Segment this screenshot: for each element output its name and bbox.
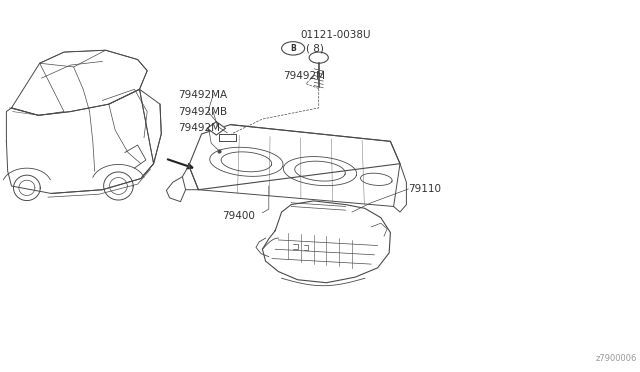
Text: 79492MA: 79492MA bbox=[178, 90, 227, 100]
Text: 79492MB: 79492MB bbox=[178, 107, 227, 116]
Polygon shape bbox=[182, 166, 198, 190]
Polygon shape bbox=[219, 134, 236, 141]
Text: ( 8): ( 8) bbox=[306, 44, 324, 53]
Polygon shape bbox=[166, 177, 186, 202]
Text: z7900006: z7900006 bbox=[595, 354, 637, 363]
Text: 79110: 79110 bbox=[408, 184, 442, 194]
Polygon shape bbox=[262, 201, 390, 283]
Circle shape bbox=[282, 42, 305, 55]
Text: 79492M: 79492M bbox=[178, 124, 220, 133]
Circle shape bbox=[309, 52, 328, 63]
Text: B: B bbox=[291, 44, 296, 53]
Text: 79492M: 79492M bbox=[283, 71, 325, 81]
Polygon shape bbox=[189, 125, 400, 190]
Text: 79400: 79400 bbox=[221, 211, 255, 221]
Text: 01121-0038U: 01121-0038U bbox=[301, 31, 371, 40]
Polygon shape bbox=[207, 122, 225, 135]
